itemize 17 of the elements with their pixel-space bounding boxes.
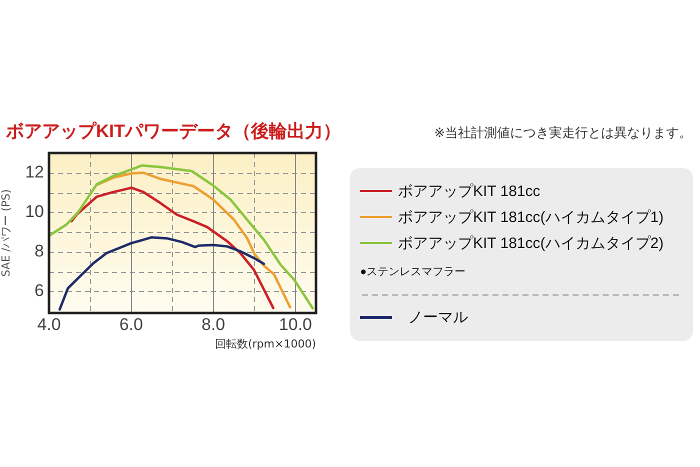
y-tick-label: 8	[34, 241, 44, 260]
legend-label: ボアアップKIT 181cc(ハイカムタイプ1)	[398, 208, 664, 226]
x-tick-label: 4.0	[37, 314, 61, 334]
legend-label: ノーマル	[408, 308, 468, 326]
y-tick-label: 6	[34, 280, 44, 300]
x-tick-label: 10.0	[278, 314, 312, 334]
text: ※当社計測値につき実走行とは異なります。	[434, 124, 692, 142]
y-tick-label: 12	[25, 162, 44, 182]
x-tick-label: 8.0	[201, 314, 226, 334]
text: ●ステンレスマフラー	[360, 264, 467, 280]
y-tick-label: 10	[25, 202, 44, 221]
x-tick-label: 6.0	[119, 314, 143, 334]
chart-title: ボアアップKITパワーデータ（後輪出力）	[6, 120, 341, 143]
legend-label: ボアアップKIT 181cc	[398, 182, 540, 200]
x-axis-title: 回転数(rpm×1000)	[214, 337, 316, 350]
y-axis-title: SAE /パワー (PS)	[0, 189, 12, 277]
legend-label: ボアアップKIT 181cc(ハイカムタイプ2)	[398, 234, 664, 252]
